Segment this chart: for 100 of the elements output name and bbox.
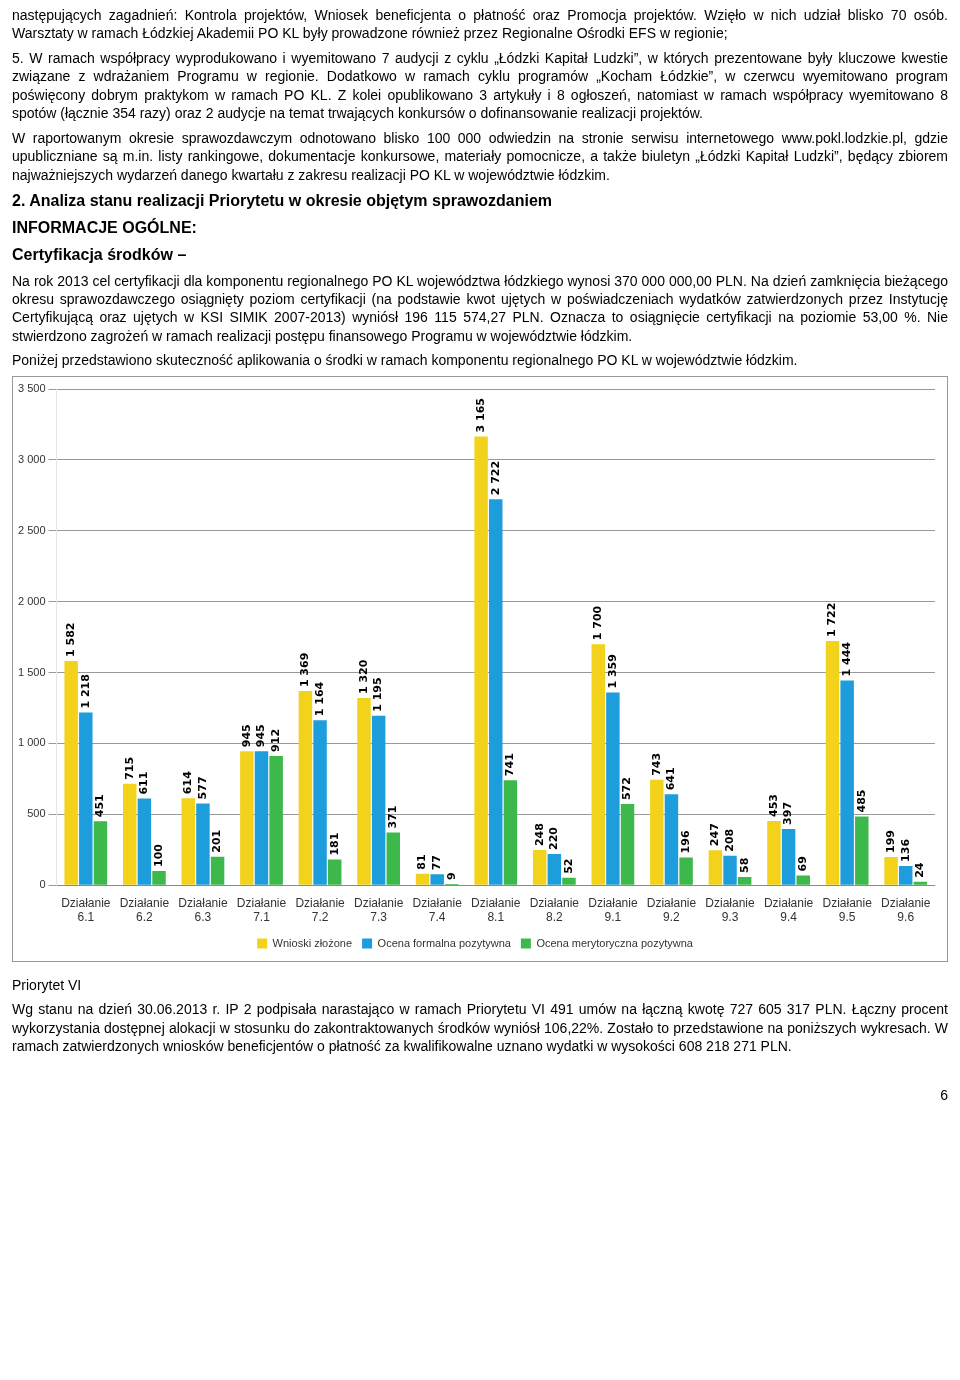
bar <box>137 798 152 885</box>
bar <box>489 499 503 885</box>
bar <box>547 853 562 885</box>
bar <box>357 697 371 885</box>
x-tick-label: Działanie 6.2 <box>119 895 170 924</box>
data-label: 715 <box>122 756 136 780</box>
data-label: 58 <box>737 857 751 873</box>
text: INFORMACJE OGÓLNE: <box>12 217 198 239</box>
data-label: 741 <box>503 753 517 777</box>
data-label: 100 <box>151 843 165 867</box>
bar <box>767 820 781 885</box>
bar <box>562 877 576 885</box>
text: W raportowanym okresie sprawozdawczym odnotowano blisko 100 000 odwiedzin na stronie serwisu internetowego www.pokl.lodzkie.pl, gdzie upubliczniane są m.in. listy rankingowe, dokumentacje konkursowe, materiały pomocnicze, a także biuletyn „Łódzki Kapitał Ludzki”, będący zbiorem najważniejszych wydarzeń danego kwartału z zakresu realizacji PO KL w województwie łódzkim. <box>12 128 948 185</box>
data-label: 397 <box>781 801 795 825</box>
data-label: 945 <box>254 724 268 748</box>
bar <box>620 804 635 885</box>
data-label: 371 <box>386 805 400 829</box>
bar <box>650 779 664 885</box>
bar <box>269 755 283 885</box>
data-label: 572 <box>620 777 634 800</box>
x-tick-label: Działanie 9.6 <box>881 895 931 924</box>
bar <box>254 751 269 885</box>
data-label: 1 195 <box>371 677 385 712</box>
x-tick-label: Działanie 7.3 <box>353 895 404 924</box>
x-tick-label: Działanie 7.1 <box>236 895 287 924</box>
text: następujących zagadnień: Kontrola projektów, Wniosek beneficjenta o płatność oraz Promocja projektów. Wzięło w nich udział blisko 70 osób. Warsztaty w ramach Łódzkiej Akademii PO KL były prowadzone również przez Regionalne Ośrodki EFS w regionie; <box>12 6 948 43</box>
data-label: 136 <box>898 838 912 862</box>
bar <box>781 828 796 885</box>
bar <box>796 875 810 885</box>
data-label: 77 <box>430 854 444 871</box>
bar <box>210 856 225 885</box>
data-label: 81 <box>415 854 429 870</box>
data-label: 1 164 <box>312 681 326 717</box>
legend-label: Wnioski złożone <box>272 936 353 949</box>
text: 2. Analiza stanu realizacji Priorytetu w okresie objętym sprawozdaniem <box>12 191 554 212</box>
bar <box>386 832 401 885</box>
bar <box>898 865 913 885</box>
x-tick-label: Działanie 6.1 <box>61 895 111 924</box>
bar <box>825 640 840 885</box>
data-label: 945 <box>239 724 253 748</box>
bar <box>79 712 93 885</box>
data-label: 1 369 <box>298 652 312 688</box>
bar <box>327 859 342 885</box>
bar <box>298 691 313 885</box>
data-label: 1 582 <box>64 622 78 657</box>
x-tick-label: Działanie 8.2 <box>529 895 580 924</box>
data-label: 577 <box>195 776 209 800</box>
bar <box>196 803 210 885</box>
data-label: 451 <box>93 794 107 818</box>
data-label: 2 722 <box>488 460 502 496</box>
bar <box>503 780 518 885</box>
bar <box>679 857 693 885</box>
bar <box>240 751 254 885</box>
bar <box>532 849 547 885</box>
bar <box>606 692 620 885</box>
bar <box>415 873 430 885</box>
data-label: 24 <box>913 862 927 878</box>
data-label: 1 722 <box>825 602 839 637</box>
text: Priorytet VI <box>12 975 83 995</box>
data-label: 52 <box>561 858 575 874</box>
bar <box>664 794 679 885</box>
bar <box>591 644 605 885</box>
y-tick-label: 2 000 <box>18 594 46 607</box>
data-label: 1 444 <box>840 641 854 677</box>
bar <box>123 783 137 885</box>
data-label: 1 320 <box>356 659 370 694</box>
bar <box>430 874 444 885</box>
y-tick-label: 500 <box>27 807 46 820</box>
text: Certyfikacja środków – <box>12 245 188 266</box>
y-tick-label: 3 500 <box>18 381 46 394</box>
bar <box>93 821 108 885</box>
bar <box>313 720 327 885</box>
legend-label: Ocena formalna pozytywna <box>377 936 512 949</box>
bar <box>723 855 737 885</box>
text: Na rok 2013 cel certyfikacji dla komponentu regionalnego PO KL województwa łódzkiego wynosi 370 000 000,00 PLN. Na dzień zamknięcia bieżącego okresu sprawozdawczego osiągnięty poziom certyfikacji (na podstawie kwot ujętych w poświadczeniach wydatków zatwierdzonych przez Instytucję Certyfikującą oraz ujętych w KSI SIMIK 2007-2013) wyniósł 196 115 574,27 PLN. Oznacza to osiągnięcie certyfikacji na poziomie 53,00 %. Nie stwierdzono zagrożeń w ramach realizacji postępu finansowego Programu w województwie łódzkim. <box>12 271 948 346</box>
data-label: 1 359 <box>605 653 619 689</box>
x-tick-label: Działanie 6.3 <box>178 895 228 924</box>
data-label: 9 <box>444 872 458 880</box>
bar <box>737 876 752 885</box>
data-label: 743 <box>649 752 663 776</box>
x-tick-label: Działanie 8.1 <box>471 895 521 924</box>
y-tick-label: 0 <box>39 878 46 891</box>
data-label: 1 218 <box>78 673 92 709</box>
legend-label: Ocena merytoryczna pozytywna <box>536 936 694 949</box>
bar <box>913 881 928 885</box>
text: 5. W ramach współpracy wyprodukowano i wyemitowano 7 audycji z cyklu „Łódzki Kapitał Ludzki”, w których prezentowane były kluczowe kwestie związane z wdrażaniem Programu w regionie. Dodatkowo w ramach cyklu programów „Kocham Łódzkie”, w czerwcu wyemitowano program poświęcony dobrym praktykom w ramach PO KL. Z kolei opublikowano 3 artykuły i 8 ogłoszeń, natomiast w ramach współpracy wyemitowano 8 spotów (łącznie 354 razy) oraz 2 audycje na temat trwających konkursów o dofinansowanie realizacji projektów. <box>12 48 948 123</box>
chart-title: Poniżej przedstawiono skuteczność aplikowania o środki w ramach komponentu regionalnego PO KL w województwie łódzkim. <box>12 351 799 370</box>
x-tick-label: Działanie 9.2 <box>646 895 697 924</box>
text: 6 <box>939 1085 948 1105</box>
data-label: 220 <box>547 826 561 850</box>
data-label: 69 <box>796 856 810 872</box>
text: Wg stanu na dzień 30.06.2013 r. IP 2 podpisała narastająco w ramach Priorytetu VI 491 umów na łączną kwotę 727 605 317 PLN. Łączny procent wykorzystania dostępnej alokacji w stosunku do zakontraktowanych środków wyniósł 106,22%. Zostało to przedstawione na poniższych wykresach. W ramach zatwierdzonych wniosków beneficjentów o płatność za kwalifikowalne uznano wydatki w wysokości 608 218 271 PLN. <box>12 1000 948 1056</box>
bar <box>474 436 488 885</box>
data-label: 614 <box>181 770 195 795</box>
bar <box>152 870 166 885</box>
bar <box>855 816 869 885</box>
data-label: 1 700 <box>591 605 605 641</box>
y-tick-label: 2 500 <box>18 523 46 536</box>
data-label: 248 <box>532 822 546 846</box>
data-label: 196 <box>678 830 692 854</box>
